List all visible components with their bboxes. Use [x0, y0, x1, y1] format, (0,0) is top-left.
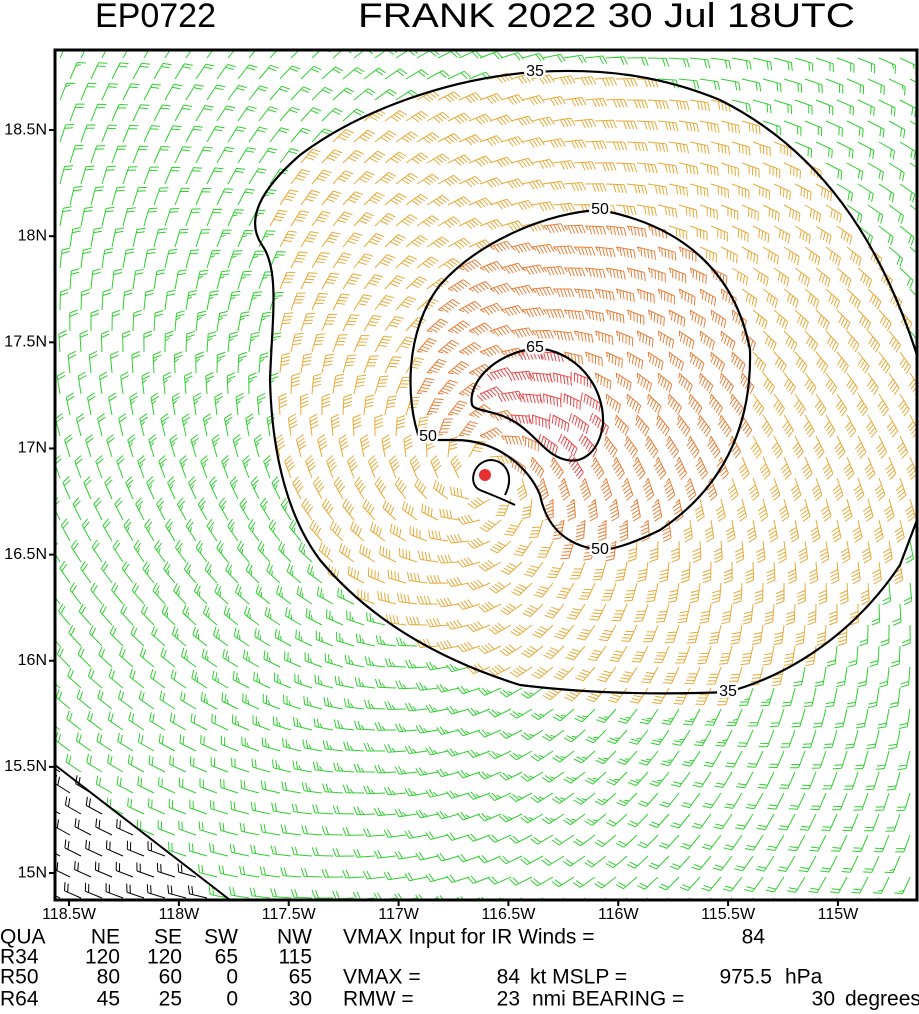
table-cell: 65 — [215, 946, 238, 969]
table-cell: 120 — [147, 946, 182, 969]
info-text: RMW = — [343, 988, 414, 1011]
wind-barbs — [55, 50, 917, 900]
x-tick-label: 118.5W — [42, 906, 97, 923]
contour-label: 50 — [591, 201, 609, 218]
table-cell: 80 — [97, 966, 120, 989]
x-tick-label: 116.5W — [481, 906, 536, 923]
contour-line — [409, 208, 752, 552]
table-header: SE — [154, 926, 182, 949]
x-tick-label: 118W — [159, 906, 201, 923]
table-header: SW — [204, 926, 238, 949]
y-tick-label: 17N — [18, 440, 47, 457]
y-tick-label: 15.5N — [4, 758, 47, 775]
table-cell: R34 — [0, 946, 39, 969]
wind-barbs — [55, 767, 208, 899]
plot-frame — [53, 48, 919, 902]
y-tick-label: 18N — [18, 227, 47, 244]
table-header: NE — [91, 926, 120, 949]
y-tick-label: 16N — [18, 652, 47, 669]
table-cell: R50 — [0, 966, 39, 989]
info-text: 975.5 — [719, 966, 772, 989]
x-tick-label: 115.5W — [701, 906, 756, 923]
table-header: QUA — [0, 926, 46, 949]
y-tick-label: 18.5N — [4, 121, 47, 138]
table-cell: 0 — [226, 966, 238, 989]
wind-barbs — [476, 350, 609, 480]
chart-subtitle: FRANK 2022 30 Jul 18UTC — [358, 0, 855, 35]
info-text: kt MSLP = — [530, 966, 627, 989]
wind-barbs — [269, 72, 917, 706]
y-tick-label: 16.5N — [4, 546, 47, 563]
info-text: 23 — [497, 988, 520, 1011]
info-text: VMAX Input for IR Winds = — [343, 926, 595, 949]
contour-label: 35 — [526, 63, 544, 80]
table-header: NW — [277, 926, 312, 949]
contour-label: 35 — [719, 683, 737, 700]
info-text: VMAX = — [343, 966, 421, 989]
table-cell: 25 — [159, 988, 182, 1011]
storm-center — [479, 469, 491, 481]
table-cell: 65 — [289, 966, 312, 989]
x-tick-label: 116W — [598, 906, 640, 923]
info-text: 84 — [497, 966, 521, 989]
table-cell: 115 — [279, 946, 312, 969]
contours — [253, 69, 917, 695]
info-text: hPa — [785, 966, 823, 989]
contour-label: 50 — [419, 428, 437, 445]
table-cell: 30 — [289, 988, 312, 1011]
table-cell: 0 — [226, 988, 238, 1011]
info-text: nmi BEARING = — [532, 988, 684, 1011]
x-tick-label: 117W — [378, 906, 420, 923]
contour-region — [410, 210, 750, 550]
x-tick-label: 115W — [818, 906, 860, 923]
info-text: 84 — [742, 926, 766, 949]
info-text: 30 — [812, 988, 835, 1011]
y-tick-label: 17.5N — [4, 334, 47, 351]
info-text: degrees — [845, 988, 919, 1011]
contour-line — [470, 346, 605, 462]
y-tick-label: 15N — [18, 864, 47, 881]
table-cell: 60 — [159, 966, 182, 989]
contour-label: 50 — [591, 541, 609, 558]
contour-line — [253, 69, 917, 695]
table-cell: 120 — [85, 946, 120, 969]
chart-title: EP0722 — [95, 0, 216, 35]
table-cell: R64 — [0, 988, 39, 1011]
contour-label: 65 — [526, 339, 544, 356]
wind-barbs — [416, 223, 757, 562]
x-tick-label: 117.5W — [262, 906, 317, 923]
table-cell: 45 — [97, 988, 120, 1011]
eye-contour — [472, 458, 516, 506]
coastline — [54, 764, 231, 901]
